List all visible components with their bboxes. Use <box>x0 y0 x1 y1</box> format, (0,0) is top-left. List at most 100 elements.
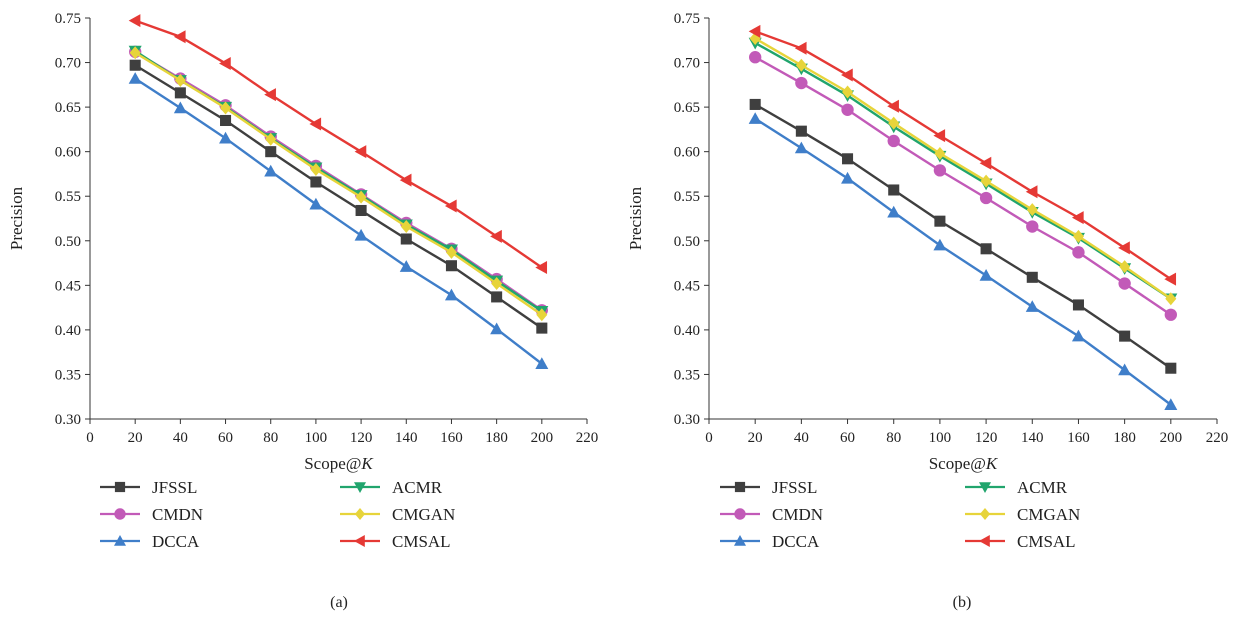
data-point-dcca <box>309 197 323 210</box>
series-dcca <box>748 112 1178 410</box>
data-point-jfssl <box>980 243 992 255</box>
data-point-dcca <box>219 131 233 144</box>
data-point-cmgan <box>491 277 503 291</box>
x-tick-label: 120 <box>350 430 373 446</box>
data-point-cmgan <box>310 162 322 176</box>
series-line-cmdn <box>754 56 1172 316</box>
legend-label: DCCA <box>772 532 820 551</box>
series-cmsal <box>748 24 1177 286</box>
data-point-dcca <box>354 228 368 241</box>
legend-marker <box>734 508 746 520</box>
data-point-cmgan <box>1119 260 1131 274</box>
x-tick-label: 180 <box>485 430 508 446</box>
x-tick-label: 0 <box>86 430 94 446</box>
data-point-cmgan <box>265 132 277 146</box>
y-axis-label: Precision <box>626 186 645 250</box>
data-point-cmgan <box>220 101 232 115</box>
data-point-jfssl <box>1165 362 1177 374</box>
data-point-cmgan <box>174 73 186 87</box>
data-point-jfssl <box>129 59 141 71</box>
data-point-cmgan <box>400 220 412 234</box>
legend-item-cmdn: CMDN <box>100 505 203 524</box>
data-point-dcca <box>264 164 278 177</box>
data-point-dcca <box>887 205 901 218</box>
chart-panel-a: 0 20 40 60 80 100 120 140 160 180 200 220 0.30 0.35 0.… <box>7 11 598 611</box>
legend-marker <box>354 508 366 520</box>
data-point-cmsal <box>173 30 186 44</box>
data-point-jfssl <box>749 98 761 110</box>
data-point-cmsal <box>219 56 231 70</box>
data-point-cmgan <box>355 190 367 204</box>
data-point-dcca <box>979 269 993 281</box>
x-tick-label: 100 <box>305 430 328 446</box>
data-point-cmsal <box>444 199 457 213</box>
data-point-jfssl <box>795 125 807 137</box>
data-point-jfssl <box>400 233 412 245</box>
legend-item-dcca: DCCA <box>100 532 200 551</box>
y-tick-label: 0.40 <box>674 323 700 339</box>
data-point-dcca <box>444 288 458 301</box>
data-point-cmgan <box>842 85 854 99</box>
data-point-cmdn <box>1026 220 1039 233</box>
series-cmgan <box>129 46 548 322</box>
series-cmgan <box>749 31 1177 306</box>
data-point-cmgan <box>980 174 992 188</box>
series-line-cmsal <box>134 19 543 269</box>
x-tick-label: 40 <box>794 430 809 446</box>
series-line-cmsal <box>754 30 1172 281</box>
data-point-jfssl <box>265 146 277 158</box>
legend-item-cmgan: CMGAN <box>965 505 1080 524</box>
data-point-cmsal <box>748 24 761 38</box>
y-tick-label: 0.65 <box>55 100 81 116</box>
legend: JFSSL CMDN DCCA ACMR CMGAN CMSAL <box>100 478 455 551</box>
x-axis-label: Scope@K <box>929 454 999 473</box>
series-line-acmr <box>754 41 1172 300</box>
y-tick-label: 0.55 <box>674 189 700 205</box>
legend-item-cmdn: CMDN <box>720 505 823 524</box>
legend-marker <box>979 482 991 493</box>
legend-item-acmr: ACMR <box>965 478 1068 497</box>
data-point-cmgan <box>1026 203 1038 217</box>
legend-label: CMGAN <box>392 505 455 524</box>
x-tick-label: 160 <box>440 430 463 446</box>
x-tick-label: 60 <box>218 430 233 446</box>
data-point-dcca <box>794 141 808 154</box>
panel-caption: (b) <box>953 594 972 611</box>
y-tick-label: 0.40 <box>55 323 81 339</box>
y-tick-label: 0.60 <box>55 145 81 161</box>
data-point-jfssl <box>1026 271 1038 283</box>
y-tick-label: 0.30 <box>674 412 700 428</box>
legend-marker <box>114 508 126 520</box>
data-point-jfssl <box>220 114 232 127</box>
legend-label: DCCA <box>152 532 200 551</box>
x-tick-label: 220 <box>1206 430 1229 446</box>
data-point-jfssl <box>1072 299 1084 311</box>
data-point-cmgan <box>934 146 946 160</box>
series-line-dcca <box>754 117 1172 406</box>
panel-caption: (a) <box>330 594 348 611</box>
x-axis-label-italic: K <box>985 454 999 473</box>
data-point-cmsal <box>933 129 946 143</box>
data-point-dcca <box>841 171 855 184</box>
data-point-cmdn <box>1118 277 1131 290</box>
data-point-jfssl <box>355 204 367 217</box>
data-point-dcca <box>490 322 504 335</box>
data-point-cmsal <box>535 261 548 275</box>
data-point-cmsal <box>1071 211 1084 225</box>
y-tick-label: 0.35 <box>674 367 700 383</box>
data-point-jfssl <box>174 87 186 99</box>
y-tick-label: 0.45 <box>674 278 700 294</box>
data-point-cmdn <box>841 103 854 116</box>
x-tick-label: 80 <box>263 430 278 446</box>
x-tick-label: 60 <box>840 430 855 446</box>
data-point-cmdn <box>979 191 993 205</box>
legend-label: CMDN <box>772 505 823 524</box>
legend-marker <box>114 481 126 493</box>
series-line-cmgan <box>134 51 543 316</box>
legend-label: JFSSL <box>152 478 197 497</box>
series-cmdn <box>749 51 1177 321</box>
data-point-jfssl <box>888 184 900 196</box>
x-tick-label: 220 <box>576 430 599 446</box>
legend-label: CMDN <box>152 505 203 524</box>
data-point-jfssl <box>1119 330 1131 342</box>
